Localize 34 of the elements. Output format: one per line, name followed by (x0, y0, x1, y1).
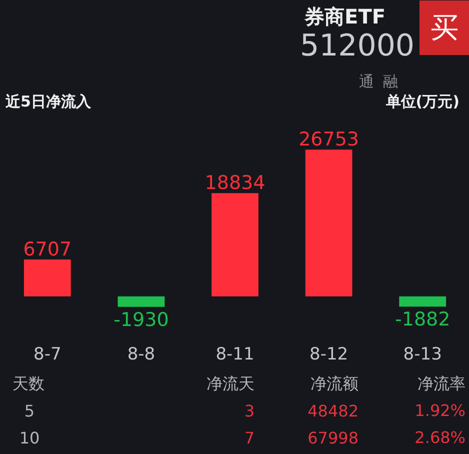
data-label: -1930 (114, 308, 169, 331)
text: 券商ETF (304, 4, 386, 28)
data-label: 18834 (204, 172, 266, 194)
bar (24, 260, 71, 296)
bar (399, 296, 446, 307)
text: 净流额 (310, 374, 358, 393)
x-tick-label: 8-8 (127, 344, 156, 364)
x-tick-label: 8-12 (310, 344, 348, 364)
x-tick-label: 8-7 (34, 344, 62, 364)
data-label: -1882 (394, 308, 450, 331)
text: 2.68% (414, 428, 466, 447)
text: 67998 (308, 428, 359, 448)
text: 512000 (300, 28, 415, 64)
text: 单位(万元) (384, 92, 460, 110)
text: 48482 (308, 402, 359, 420)
text: 10 (19, 428, 40, 448)
text: 净流率 (418, 374, 466, 393)
text: 1.92% (414, 401, 466, 420)
text: 7 (244, 428, 255, 448)
text: 3 (244, 402, 255, 420)
text: 买 (430, 11, 458, 44)
bar (118, 296, 165, 307)
text: 天数 (12, 374, 44, 393)
x-tick-label: 8-11 (216, 344, 254, 364)
bar (305, 150, 352, 296)
bar (212, 193, 258, 296)
text: 净流天 (206, 374, 254, 393)
data-label: 6707 (23, 238, 72, 261)
chart-title: 近5日净流入 (4, 92, 92, 110)
data-label: 26753 (298, 128, 360, 151)
text: 融 (383, 72, 398, 90)
text: 5 (24, 402, 35, 420)
x-tick-label: 8-13 (403, 344, 442, 364)
text: 通 (359, 72, 374, 90)
